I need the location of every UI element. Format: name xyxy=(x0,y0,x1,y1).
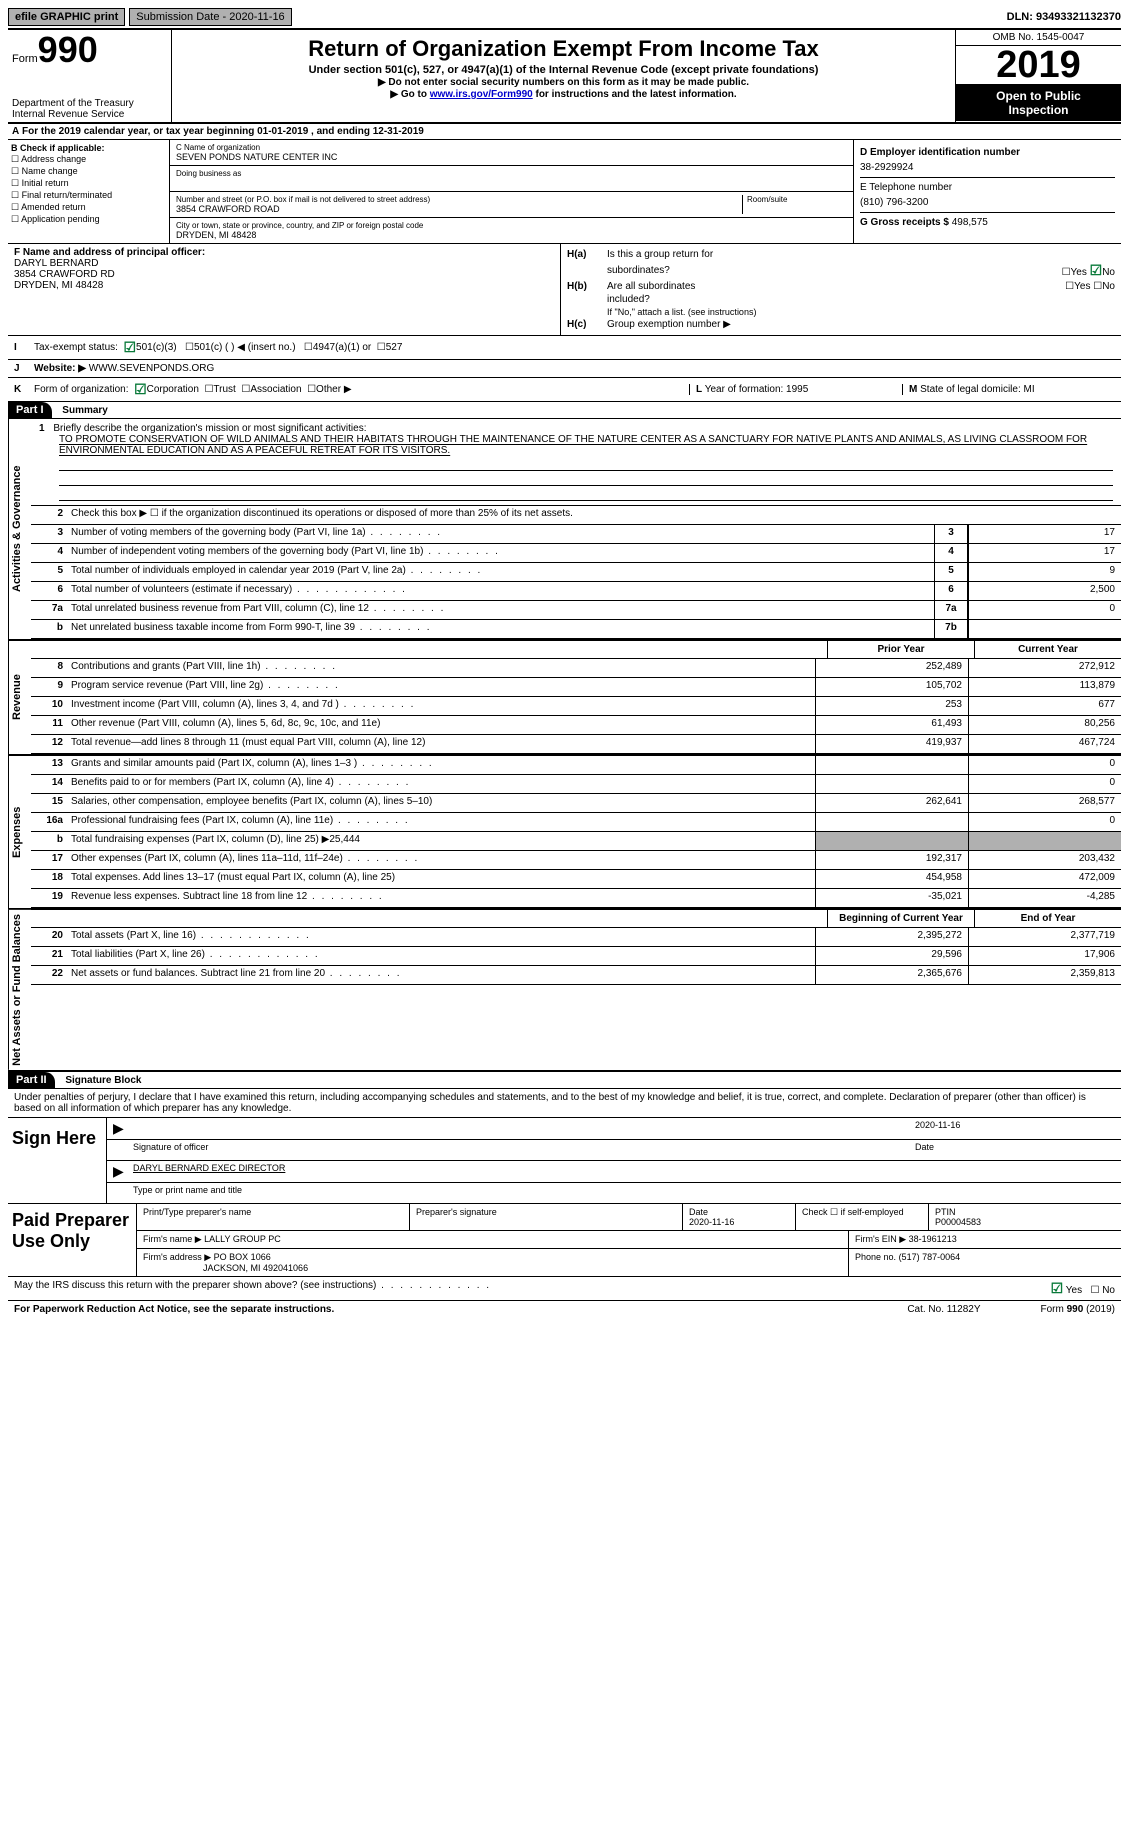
submission-date: Submission Date - 2020-11-16 xyxy=(129,8,291,26)
note-ssn: ▶ Do not enter social security numbers o… xyxy=(176,77,951,88)
part1-header-row: Part I Summary xyxy=(8,402,1121,419)
governance-tab: Activities & Governance xyxy=(8,419,31,639)
row-k-l-m: K Form of organization: ☑ Corporation ☐ … xyxy=(8,378,1121,402)
governance-section: Activities & Governance 1 Briefly descri… xyxy=(8,419,1121,641)
row-j: J Website: ▶ WWW.SEVENPONDS.ORG xyxy=(8,360,1121,378)
expenses-section: Expenses 13Grants and similar amounts pa… xyxy=(8,756,1121,910)
mission-text: TO PROMOTE CONSERVATION OF WILD ANIMALS … xyxy=(59,434,1113,456)
paid-preparer: Paid Preparer Use Only Print/Type prepar… xyxy=(8,1204,1121,1277)
irs-link[interactable]: www.irs.gov/Form990 xyxy=(430,89,533,100)
section-a: A For the 2019 calendar year, or tax yea… xyxy=(8,124,1121,140)
form-header: Form990 Department of the Treasury Inter… xyxy=(8,30,1121,124)
discuss-row: May the IRS discuss this return with the… xyxy=(8,1277,1121,1301)
form-title: Return of Organization Exempt From Incom… xyxy=(176,36,951,62)
tax-year: 2019 xyxy=(956,46,1121,85)
revenue-section: Revenue Prior YearCurrent Year 8Contribu… xyxy=(8,641,1121,756)
part2-header-row: Part II Signature Block xyxy=(8,1072,1121,1089)
check-amended[interactable]: ☐ Amended return xyxy=(11,202,166,213)
header-right: OMB No. 1545-0047 2019 Open to PublicIns… xyxy=(955,30,1121,122)
org-name: SEVEN PONDS NATURE CENTER INC xyxy=(176,152,847,162)
part1-badge: Part I xyxy=(8,402,52,418)
check-final[interactable]: ☐ Final return/terminated xyxy=(11,190,166,201)
check-pending[interactable]: ☐ Application pending xyxy=(11,214,166,225)
row-i: I Tax-exempt status: ☑ 501(c)(3) ☐ 501(c… xyxy=(8,336,1121,360)
header-title-block: Return of Organization Exempt From Incom… xyxy=(172,30,955,122)
dln: DLN: 93493321132370 xyxy=(1007,11,1121,23)
info-grid: B Check if applicable: ☐ Address change … xyxy=(8,140,1121,244)
revenue-tab: Revenue xyxy=(8,641,31,754)
website-link[interactable]: WWW.SEVENPONDS.ORG xyxy=(89,363,215,374)
note-link: ▶ Go to www.irs.gov/Form990 for instruct… xyxy=(176,89,951,100)
form-label: Form xyxy=(12,53,38,65)
column-d: D Employer identification number 38-2929… xyxy=(854,140,1121,243)
form-number: 990 xyxy=(38,29,98,70)
check-initial[interactable]: ☐ Initial return xyxy=(11,178,166,189)
netassets-section: Net Assets or Fund Balances Beginning of… xyxy=(8,910,1121,1072)
expenses-tab: Expenses xyxy=(8,756,31,908)
inspection-badge: Open to PublicInspection xyxy=(956,85,1121,121)
part2-badge: Part II xyxy=(8,1072,55,1088)
mission-block: 1 Briefly describe the organization's mi… xyxy=(31,419,1121,506)
row-f-h: F Name and address of principal officer:… xyxy=(8,244,1121,336)
column-b: B Check if applicable: ☐ Address change … xyxy=(8,140,170,243)
sign-here: Sign Here ▶ 2020-11-16 Signature of offi… xyxy=(8,1118,1121,1204)
netassets-tab: Net Assets or Fund Balances xyxy=(8,910,31,1070)
check-name[interactable]: ☐ Name change xyxy=(11,166,166,177)
declaration: Under penalties of perjury, I declare th… xyxy=(8,1089,1121,1118)
column-h: H(a) Is this a group return for subordin… xyxy=(561,244,1121,335)
dept-irs: Internal Revenue Service xyxy=(12,109,167,120)
ein: 38-2929924 xyxy=(860,162,1115,173)
telephone: (810) 796-3200 xyxy=(860,197,1115,208)
efile-button[interactable]: efile GRAPHIC print xyxy=(8,8,125,26)
org-city: DRYDEN, MI 48428 xyxy=(176,230,847,240)
column-c: C Name of organization SEVEN PONDS NATUR… xyxy=(170,140,854,243)
header-left: Form990 Department of the Treasury Inter… xyxy=(8,30,172,122)
footer: For Paperwork Reduction Act Notice, see … xyxy=(8,1301,1121,1318)
form-subtitle: Under section 501(c), 527, or 4947(a)(1)… xyxy=(176,64,951,76)
dept-treasury: Department of the Treasury xyxy=(12,98,167,109)
column-f: F Name and address of principal officer:… xyxy=(8,244,561,335)
gross-receipts: 498,575 xyxy=(952,217,988,228)
check-address[interactable]: ☐ Address change xyxy=(11,154,166,165)
org-address: 3854 CRAWFORD ROAD xyxy=(176,204,742,214)
top-bar: efile GRAPHIC print Submission Date - 20… xyxy=(8,8,1121,30)
